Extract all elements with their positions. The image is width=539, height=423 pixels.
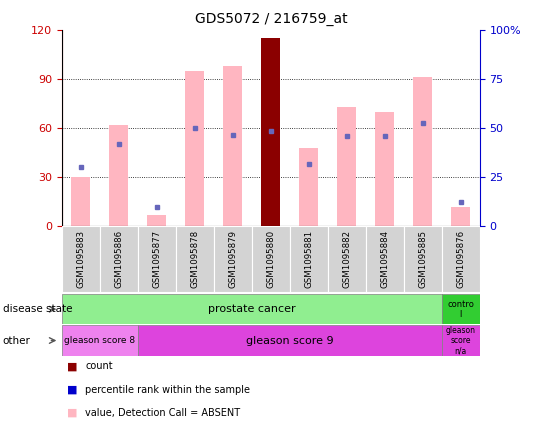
Text: GSM1095881: GSM1095881: [305, 230, 313, 288]
Text: other: other: [3, 335, 31, 346]
Text: GSM1095885: GSM1095885: [418, 230, 427, 288]
Text: gleason
score
n/a: gleason score n/a: [446, 326, 476, 355]
Text: disease state: disease state: [3, 304, 72, 314]
Text: GSM1095886: GSM1095886: [114, 230, 123, 288]
Bar: [62, 325, 138, 356]
Text: count: count: [85, 361, 113, 371]
Bar: [185, 71, 204, 226]
Text: GSM1095882: GSM1095882: [342, 230, 351, 288]
Text: gleason score 9: gleason score 9: [246, 335, 334, 346]
Bar: [109, 125, 128, 226]
Bar: [442, 294, 480, 324]
Text: GSM1095878: GSM1095878: [190, 230, 199, 288]
Bar: [442, 226, 480, 292]
Bar: [138, 325, 442, 356]
Bar: [413, 77, 432, 226]
Bar: [100, 226, 138, 292]
Text: prostate cancer: prostate cancer: [208, 304, 296, 314]
Bar: [290, 226, 328, 292]
Text: gleason score 8: gleason score 8: [64, 336, 135, 345]
Bar: [252, 226, 290, 292]
Text: GSM1095883: GSM1095883: [77, 230, 86, 288]
Text: GSM1095876: GSM1095876: [456, 230, 465, 288]
Bar: [337, 107, 356, 226]
Text: percentile rank within the sample: percentile rank within the sample: [85, 385, 250, 395]
Text: GSM1095879: GSM1095879: [229, 230, 237, 288]
Text: GSM1095884: GSM1095884: [381, 230, 389, 288]
Bar: [375, 112, 394, 226]
Bar: [366, 226, 404, 292]
Bar: [138, 226, 176, 292]
Bar: [62, 226, 100, 292]
Bar: [404, 226, 442, 292]
Text: ■: ■: [67, 385, 78, 395]
Bar: [223, 66, 243, 226]
Text: contro
l: contro l: [447, 299, 474, 319]
Bar: [176, 226, 214, 292]
Title: GDS5072 / 216759_at: GDS5072 / 216759_at: [195, 12, 347, 26]
Text: ■: ■: [67, 408, 78, 418]
Bar: [72, 177, 91, 226]
Bar: [442, 325, 480, 356]
Bar: [148, 215, 167, 226]
Bar: [261, 38, 280, 226]
Bar: [451, 206, 470, 226]
Text: GSM1095880: GSM1095880: [266, 230, 275, 288]
Text: GSM1095877: GSM1095877: [153, 230, 161, 288]
Bar: [328, 226, 366, 292]
Bar: [299, 148, 319, 226]
Text: value, Detection Call = ABSENT: value, Detection Call = ABSENT: [85, 408, 240, 418]
Bar: [214, 226, 252, 292]
Text: ■: ■: [67, 361, 78, 371]
